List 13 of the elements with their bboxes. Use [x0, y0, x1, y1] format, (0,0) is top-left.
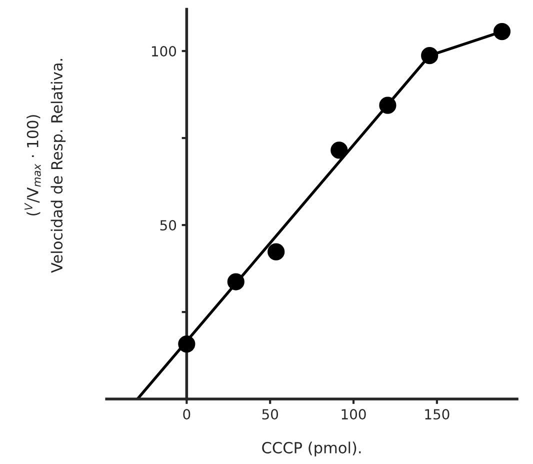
point: [379, 96, 396, 114]
point: [227, 273, 244, 290]
point: [268, 243, 285, 260]
point: [421, 47, 438, 64]
y-axis-title: ($^{V}$/V$_{max}$ · 100) Velocidad de Resp. Relativa.: [24, 59, 66, 273]
point: [178, 336, 196, 353]
x-tick-label: 0: [183, 409, 190, 420]
x-tick-label: 50: [262, 409, 278, 420]
x-tick-label: 100: [342, 409, 366, 420]
point: [493, 23, 511, 40]
x-axis-title: CCCP (pmol).: [262, 442, 361, 456]
point: [330, 142, 348, 159]
x-tick-label: 150: [425, 409, 450, 420]
